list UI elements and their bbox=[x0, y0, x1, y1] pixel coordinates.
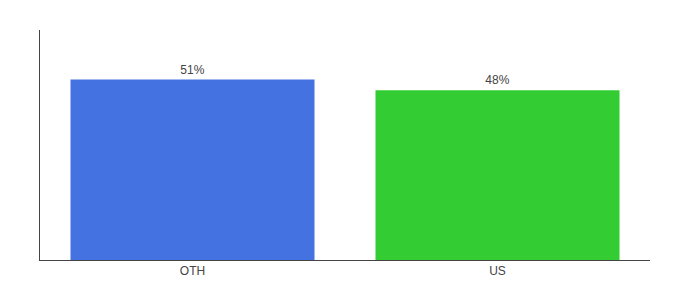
svg-text:OTH: OTH bbox=[180, 264, 205, 278]
svg-text:48%: 48% bbox=[485, 73, 509, 87]
svg-text:US: US bbox=[489, 264, 506, 278]
svg-text:51%: 51% bbox=[180, 63, 204, 77]
